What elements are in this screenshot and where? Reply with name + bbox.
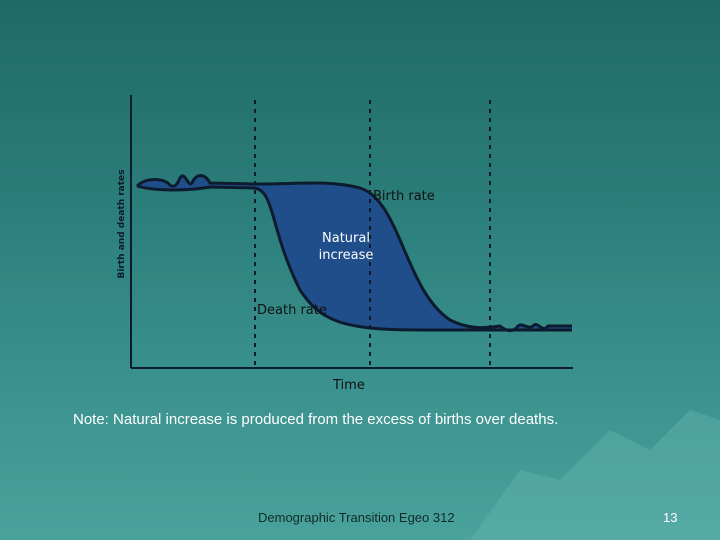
natural-increase-area bbox=[140, 175, 572, 331]
x-axis-label: Time bbox=[333, 378, 365, 393]
birth-rate-curve bbox=[135, 174, 572, 333]
natural-increase-label: Natural increase bbox=[318, 231, 374, 263]
death-rate-label: Death rate bbox=[257, 303, 327, 318]
birth-rate-label: Birth rate bbox=[373, 189, 435, 204]
footer-title: Demographic Transition Egeo 312 bbox=[258, 510, 455, 525]
note-text: Note: Natural increase is produced from … bbox=[73, 411, 559, 428]
page-number: 13 bbox=[663, 510, 678, 525]
background-mountains bbox=[470, 410, 720, 540]
death-rate-curve bbox=[136, 184, 572, 332]
y-axis-label: Birth and death rates bbox=[117, 169, 127, 278]
